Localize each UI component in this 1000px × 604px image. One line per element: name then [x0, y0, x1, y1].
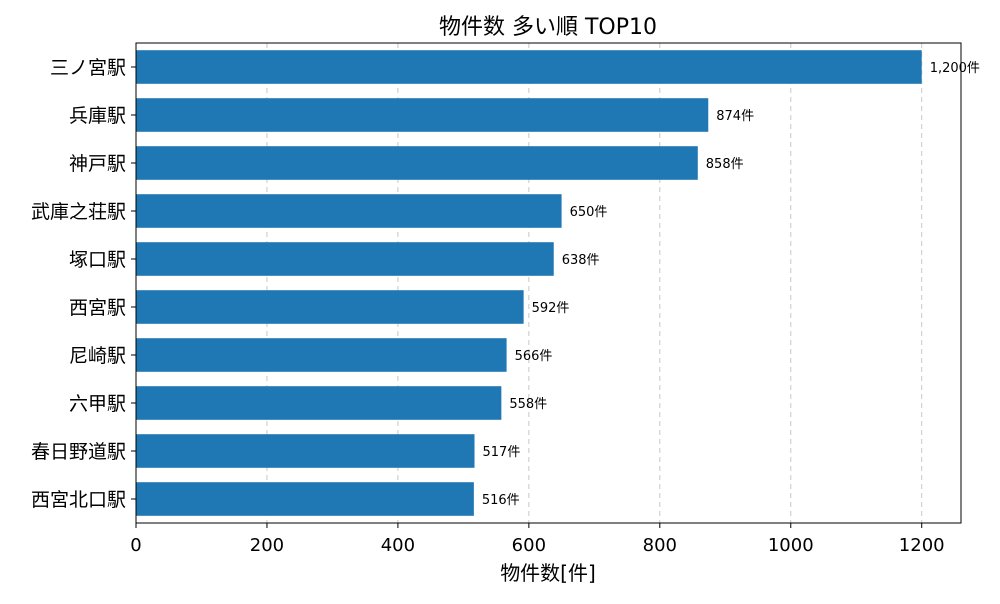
bar-value-label: 638件: [562, 253, 600, 268]
x-tick-label: 1000: [768, 535, 814, 556]
bar-value-label: 517件: [483, 445, 521, 460]
x-tick-labels: 0 200 400 600 800 1000 1200: [130, 523, 945, 556]
y-tick-label: 西宮北口駅: [31, 489, 126, 511]
chart-title: 物件数 多い順 TOP10: [439, 15, 657, 40]
x-tick-label: 800: [643, 535, 677, 556]
bar-value-label: 592件: [532, 301, 570, 316]
y-tick-label: 六甲駅: [69, 393, 126, 415]
bar-value-label: 650件: [570, 205, 608, 220]
y-tick-label: 塚口駅: [69, 249, 126, 271]
bar: [136, 146, 698, 180]
bar-value-label: 566件: [515, 349, 553, 364]
y-tick-label: 神戸駅: [69, 153, 126, 175]
x-tick-label: 0: [130, 535, 141, 556]
x-axis-label: 物件数[件]: [500, 561, 596, 585]
bar-value-label: 858件: [706, 157, 744, 172]
bar-value-label: 874件: [716, 109, 754, 124]
data-labels: 1,200件 874件 858件 650件 638件 592件 566件 558件 517件 51…: [482, 61, 980, 508]
bar: [136, 242, 554, 276]
bar: [136, 386, 502, 420]
y-tick-label: 武庫之荘駅: [31, 201, 126, 223]
x-tick-label: 200: [250, 535, 284, 556]
bars: [136, 50, 922, 516]
bar: [136, 50, 922, 84]
x-tick-label: 1200: [899, 535, 945, 556]
y-tick-label: 西宮駅: [69, 297, 126, 319]
bar: [136, 482, 474, 516]
bar: [136, 434, 475, 468]
bar: [136, 338, 507, 372]
bar-value-label: 516件: [482, 493, 520, 508]
bar: [136, 290, 524, 324]
y-tick-label: 春日野道駅: [31, 441, 126, 463]
y-tick-label: 三ノ宮駅: [50, 57, 126, 79]
y-tick-label: 尼崎駅: [69, 345, 126, 367]
bar: [136, 98, 709, 132]
bar-value-label: 1,200件: [930, 61, 980, 76]
y-tick-label: 兵庫駅: [69, 105, 126, 127]
bar: [136, 194, 562, 228]
x-tick-label: 600: [512, 535, 546, 556]
bar-value-label: 558件: [509, 397, 547, 412]
plot-frame: [135, 42, 962, 524]
x-tick-label: 400: [381, 535, 415, 556]
